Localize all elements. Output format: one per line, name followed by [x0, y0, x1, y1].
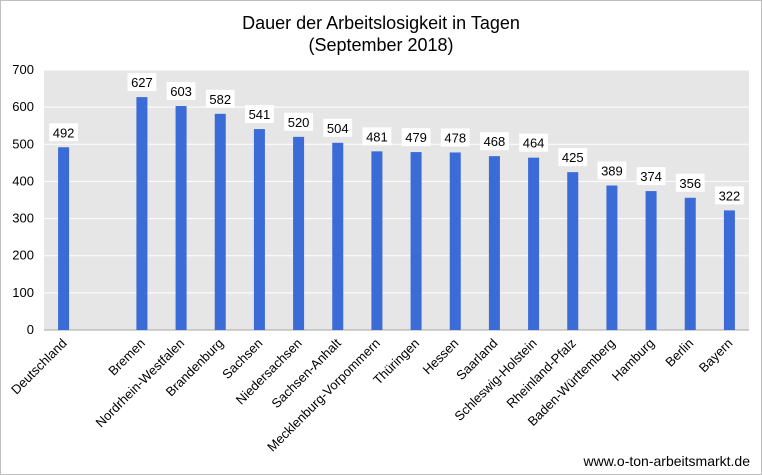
y-tick-label: 600 — [12, 99, 34, 114]
y-tick-label: 100 — [12, 285, 34, 300]
data-label: 541 — [249, 107, 271, 122]
data-label: 520 — [288, 115, 310, 130]
y-tick-label: 200 — [12, 248, 34, 263]
bar — [58, 147, 70, 330]
data-label: 492 — [53, 125, 75, 140]
chart-subtitle-line: (September 2018) — [308, 35, 454, 55]
data-label: 479 — [405, 130, 427, 145]
chart-title-line: Dauer der Arbeitslosigkeit in Tagen — [242, 13, 520, 33]
y-tick-label: 500 — [12, 136, 34, 151]
data-label-box — [284, 112, 313, 131]
bar — [136, 97, 148, 330]
data-label: 374 — [640, 169, 662, 184]
bar — [528, 157, 540, 330]
data-label-box — [715, 186, 744, 205]
data-label: 504 — [327, 121, 349, 136]
data-label: 468 — [484, 134, 506, 149]
data-label: 356 — [679, 176, 701, 191]
y-tick-label: 700 — [12, 62, 34, 77]
source-credit: www.o-ton-arbeitsmarkt.de — [583, 453, 750, 469]
data-label-box — [558, 148, 588, 167]
data-label: 425 — [562, 150, 584, 165]
bar — [488, 156, 500, 330]
plot-area — [44, 70, 749, 330]
bar — [214, 113, 226, 330]
data-label-box — [519, 133, 548, 152]
data-label-box — [440, 128, 470, 147]
chart-title: Dauer der Arbeitslosigkeit in Tagen (Sep… — [0, 12, 762, 56]
x-tick-label: Hamburg — [609, 336, 657, 384]
y-tick-label: 300 — [12, 211, 34, 226]
data-label: 478 — [444, 130, 466, 145]
bar — [410, 152, 422, 330]
bar — [449, 152, 461, 330]
bar — [253, 129, 265, 330]
x-tick-label: Deutschland — [8, 336, 70, 398]
data-label: 627 — [131, 75, 153, 90]
data-label: 464 — [523, 136, 545, 151]
data-label: 322 — [719, 188, 741, 203]
bar — [606, 185, 618, 330]
data-label-box — [245, 105, 274, 124]
data-label-box — [597, 161, 627, 180]
x-tick-label: Rheinland-Pfalz — [503, 336, 579, 412]
data-label-box — [49, 123, 78, 142]
y-tick-label: 0 — [27, 322, 34, 337]
bar — [293, 136, 305, 330]
data-label-box — [636, 167, 666, 186]
bar — [175, 106, 187, 331]
data-label: 603 — [170, 84, 192, 99]
bar — [684, 197, 696, 330]
data-label-box — [675, 173, 705, 192]
y-tick-label: 400 — [12, 173, 34, 188]
data-label: 481 — [366, 129, 388, 144]
data-label-box — [127, 73, 157, 92]
x-tick-label: Bayern — [696, 336, 736, 376]
x-tick-label: Berlin — [662, 336, 696, 370]
x-tick-label: Sachsen-Anhalt — [268, 335, 344, 411]
data-label-box — [166, 82, 196, 101]
bar — [567, 172, 579, 330]
data-label-box — [323, 118, 353, 137]
bar — [723, 210, 735, 330]
data-label-box — [362, 127, 392, 146]
bar — [332, 142, 344, 330]
data-label: 389 — [601, 164, 623, 179]
bar — [645, 191, 657, 330]
bar — [371, 151, 383, 330]
data-label: 582 — [209, 92, 231, 107]
data-label-box — [480, 132, 509, 151]
data-label-box — [205, 89, 235, 108]
data-label-box — [401, 128, 431, 147]
